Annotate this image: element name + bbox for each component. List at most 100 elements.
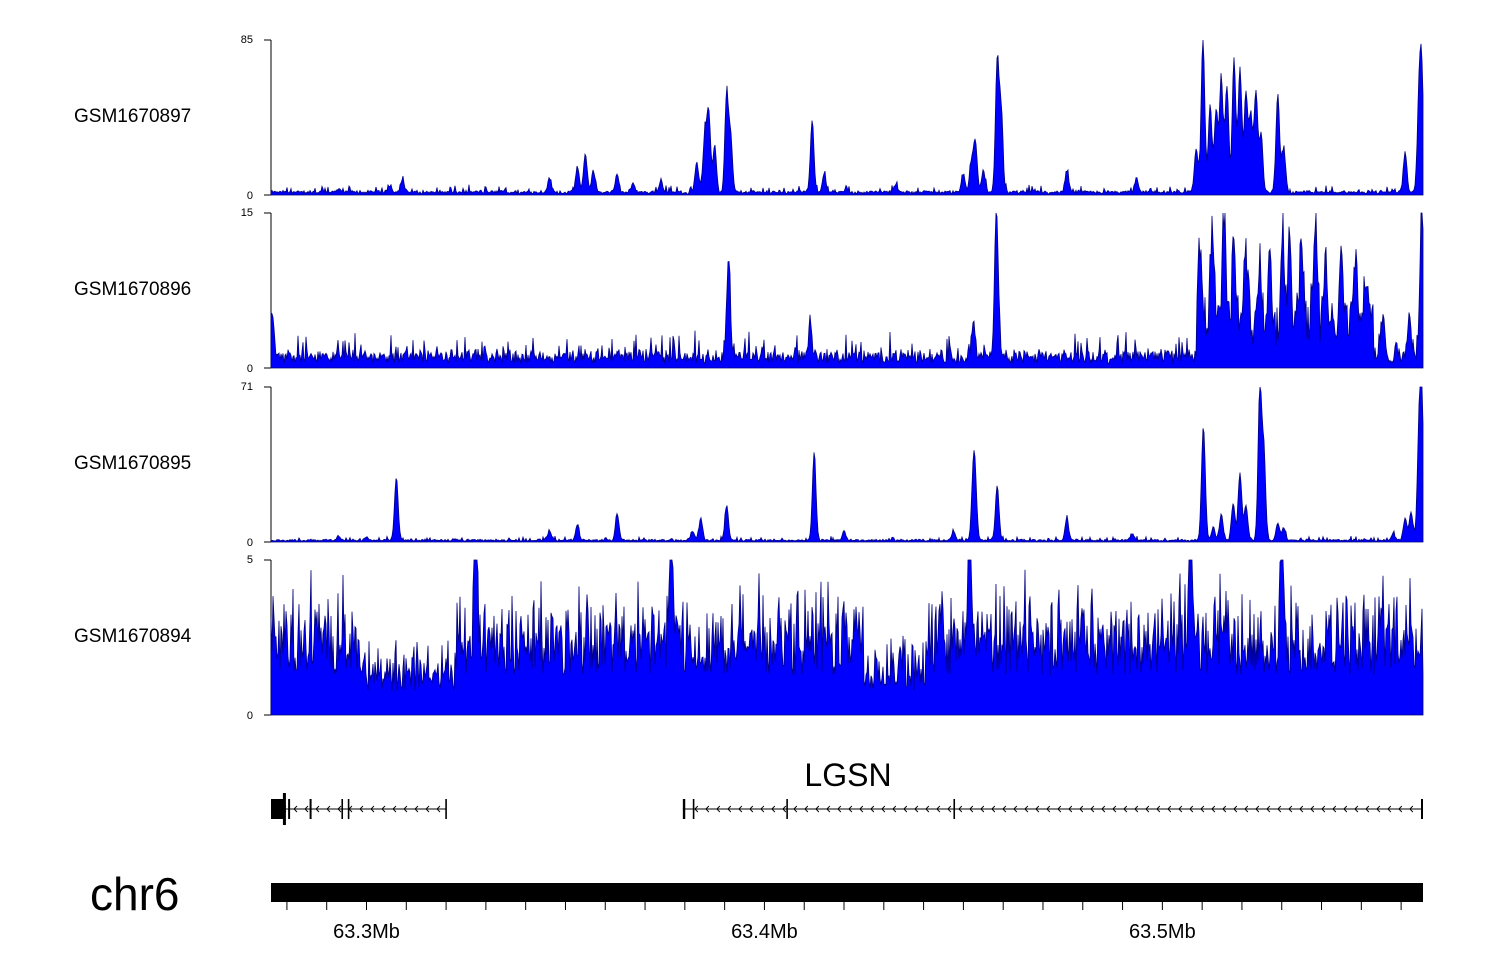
strand-chevron	[1200, 805, 1205, 813]
strand-chevron	[304, 805, 309, 813]
track-GSM1670897: GSM1670897 85 0	[74, 34, 1424, 202]
strand-chevron	[1002, 805, 1007, 813]
track-label: GSM1670895	[74, 453, 191, 474]
strand-chevron	[392, 805, 397, 813]
gene-exon	[953, 799, 956, 819]
strand-chevron	[991, 805, 996, 813]
gene-exon	[445, 799, 447, 819]
strand-chevron	[980, 805, 985, 813]
strand-chevron	[1365, 805, 1370, 813]
strand-chevron	[749, 805, 754, 813]
strand-chevron	[892, 805, 897, 813]
strand-chevron	[958, 805, 963, 813]
signal-tracks: GSM1670897850GSM1670896150GSM1670895710G…	[74, 34, 1424, 722]
strand-chevron	[1222, 805, 1227, 813]
strand-chevron	[1024, 805, 1029, 813]
strand-chevron	[705, 805, 710, 813]
strand-chevron	[1343, 805, 1348, 813]
track-GSM1670895: GSM1670895 71 0	[74, 381, 1424, 549]
strand-chevron	[727, 805, 732, 813]
strand-chevron	[1332, 805, 1337, 813]
strand-chevron	[1156, 805, 1161, 813]
strand-chevron	[870, 805, 875, 813]
strand-chevron	[359, 805, 364, 813]
strand-chevron	[1145, 805, 1150, 813]
gene-exon	[271, 799, 285, 819]
y-max-label: 85	[241, 34, 253, 46]
track-label: GSM1670897	[74, 106, 191, 127]
strand-chevron	[1123, 805, 1128, 813]
strand-chevron	[782, 805, 787, 813]
gene-label: LGSN	[804, 757, 891, 793]
y-min-label: 0	[247, 537, 253, 549]
gene-exon	[786, 799, 788, 819]
strand-chevron	[826, 805, 831, 813]
strand-chevron	[914, 805, 919, 813]
gene-exon	[692, 799, 695, 819]
strand-chevron	[337, 805, 342, 813]
signal-area	[270, 39, 1424, 196]
strand-chevron	[1387, 805, 1392, 813]
strand-chevron	[1310, 805, 1315, 813]
gene-track: LGSN	[271, 757, 1423, 825]
strand-chevron	[1255, 805, 1260, 813]
strand-chevron	[815, 805, 820, 813]
x-tick-label: 63.5Mb	[1129, 921, 1196, 943]
strand-chevron	[1178, 805, 1183, 813]
y-min-label: 0	[247, 190, 253, 202]
y-max-label: 71	[241, 381, 253, 393]
strand-chevron	[716, 805, 721, 813]
strand-chevron	[947, 805, 952, 813]
strand-chevron	[1321, 805, 1326, 813]
strand-chevron	[1046, 805, 1051, 813]
strand-chevron	[1288, 805, 1293, 813]
strand-chevron	[425, 805, 430, 813]
strand-chevron	[1233, 805, 1238, 813]
x-tick-label: 63.3Mb	[333, 921, 400, 943]
strand-chevron	[925, 805, 930, 813]
strand-chevron	[969, 805, 974, 813]
strand-chevron	[936, 805, 941, 813]
strand-chevron	[1079, 805, 1084, 813]
signal-area	[270, 559, 1424, 716]
track-GSM1670896: GSM1670896 15 0	[74, 207, 1424, 375]
track-GSM1670894: GSM1670894 5 0	[74, 554, 1424, 722]
strand-chevron	[738, 805, 743, 813]
strand-chevron	[859, 805, 864, 813]
gene-exon	[1421, 799, 1423, 819]
y-max-label: 5	[247, 554, 253, 566]
strand-chevron	[1167, 805, 1172, 813]
strand-chevron	[326, 805, 331, 813]
strand-chevron	[694, 805, 699, 813]
strand-chevron	[1354, 805, 1359, 813]
signal-area	[270, 386, 1424, 543]
y-min-label: 0	[247, 710, 253, 722]
chromosome-bar	[271, 883, 1423, 902]
strand-chevron	[1013, 805, 1018, 813]
gene-exon	[682, 799, 686, 819]
strand-chevron	[1266, 805, 1271, 813]
strand-chevron	[771, 805, 776, 813]
track-label: GSM1670894	[74, 626, 192, 647]
strand-chevron	[1090, 805, 1095, 813]
gene-exon	[309, 799, 312, 819]
strand-chevron	[436, 805, 441, 813]
strand-chevron	[1112, 805, 1117, 813]
strand-chevron	[1299, 805, 1304, 813]
strand-chevron	[370, 805, 375, 813]
track-label: GSM1670896	[74, 279, 191, 300]
strand-chevron	[1101, 805, 1106, 813]
strand-chevron	[381, 805, 386, 813]
strand-chevron	[414, 805, 419, 813]
strand-chevron	[315, 805, 320, 813]
strand-chevron	[1189, 805, 1194, 813]
signal-area	[270, 212, 1424, 369]
strand-chevron	[1211, 805, 1216, 813]
strand-chevron	[1376, 805, 1381, 813]
gene-exon	[341, 799, 344, 819]
strand-chevron	[837, 805, 842, 813]
strand-chevron	[804, 805, 809, 813]
strand-chevron	[760, 805, 765, 813]
gene-exon	[282, 793, 286, 825]
